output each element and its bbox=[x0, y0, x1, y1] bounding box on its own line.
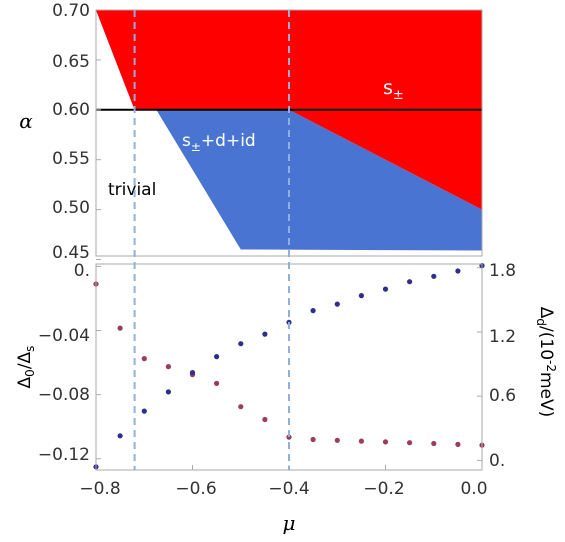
scatter-point bbox=[407, 279, 413, 285]
right-y-tick: 0. bbox=[489, 451, 505, 471]
top-y-tick: 0.50 bbox=[52, 198, 90, 218]
scatter-point bbox=[141, 356, 147, 362]
top-y-tick: 0.45 bbox=[52, 243, 90, 263]
region-label-mixed: s±+d+id bbox=[182, 131, 256, 154]
scatter-point bbox=[262, 416, 268, 423]
scatter-point bbox=[214, 380, 220, 386]
x-tick: −0.6 bbox=[175, 479, 216, 499]
scatter-point bbox=[238, 341, 244, 347]
scatter-point bbox=[455, 441, 461, 447]
top-y-tick: 0.65 bbox=[52, 52, 90, 72]
scatter-point bbox=[117, 433, 123, 439]
x-tick: −0.4 bbox=[268, 479, 309, 499]
right-y-tick: 1.2 bbox=[489, 327, 516, 347]
scatter-point bbox=[286, 434, 292, 440]
top-y-tick: 0.55 bbox=[52, 149, 90, 169]
scatter-point bbox=[238, 404, 244, 410]
scatter-point bbox=[310, 308, 316, 314]
scatter-point bbox=[310, 436, 316, 443]
x-tick: −0.2 bbox=[363, 479, 404, 499]
scatter-point bbox=[141, 408, 147, 414]
scatter-point bbox=[214, 354, 220, 360]
top-y-axis-label: α bbox=[19, 109, 33, 133]
right-y-tick: 1.8 bbox=[489, 261, 516, 281]
left-y-tick: 0. bbox=[74, 261, 90, 281]
scatter-point bbox=[382, 439, 389, 445]
scatter-point bbox=[117, 325, 123, 331]
region-label-trivial: trivial bbox=[108, 180, 156, 200]
left-y-tick: −0.08 bbox=[38, 385, 90, 405]
scatter-point bbox=[189, 370, 196, 376]
region-label-s-pm: s± bbox=[383, 77, 404, 103]
right-y-tick: 0.6 bbox=[489, 386, 516, 406]
scatter-point bbox=[455, 268, 461, 274]
scatter-point bbox=[382, 286, 389, 292]
scatter-point bbox=[358, 438, 364, 444]
scatter-point bbox=[334, 301, 340, 307]
gap-scatter-panel bbox=[93, 263, 485, 470]
scatter-point bbox=[262, 331, 268, 337]
x-tick: 0.0 bbox=[460, 479, 487, 499]
left-y-axis-label: Δ0/Δs bbox=[15, 346, 37, 389]
top-y-tick: 0.70 bbox=[52, 1, 90, 21]
right-y-axis-label: Δd/(10-2meV) bbox=[534, 307, 558, 418]
scatter-point bbox=[165, 364, 171, 370]
scatter-point bbox=[431, 440, 437, 447]
top-y-tick: 0.60 bbox=[52, 100, 90, 120]
scatter-point bbox=[165, 389, 171, 395]
scatter-point bbox=[334, 437, 340, 443]
scatter-point bbox=[431, 273, 437, 279]
x-tick: −0.8 bbox=[79, 479, 120, 499]
left-y-tick: −0.04 bbox=[38, 326, 90, 346]
scatter-point bbox=[358, 293, 364, 299]
x-axis-label: μ bbox=[283, 511, 296, 535]
left-y-tick: −0.12 bbox=[38, 445, 90, 465]
scatter-point bbox=[407, 440, 413, 446]
